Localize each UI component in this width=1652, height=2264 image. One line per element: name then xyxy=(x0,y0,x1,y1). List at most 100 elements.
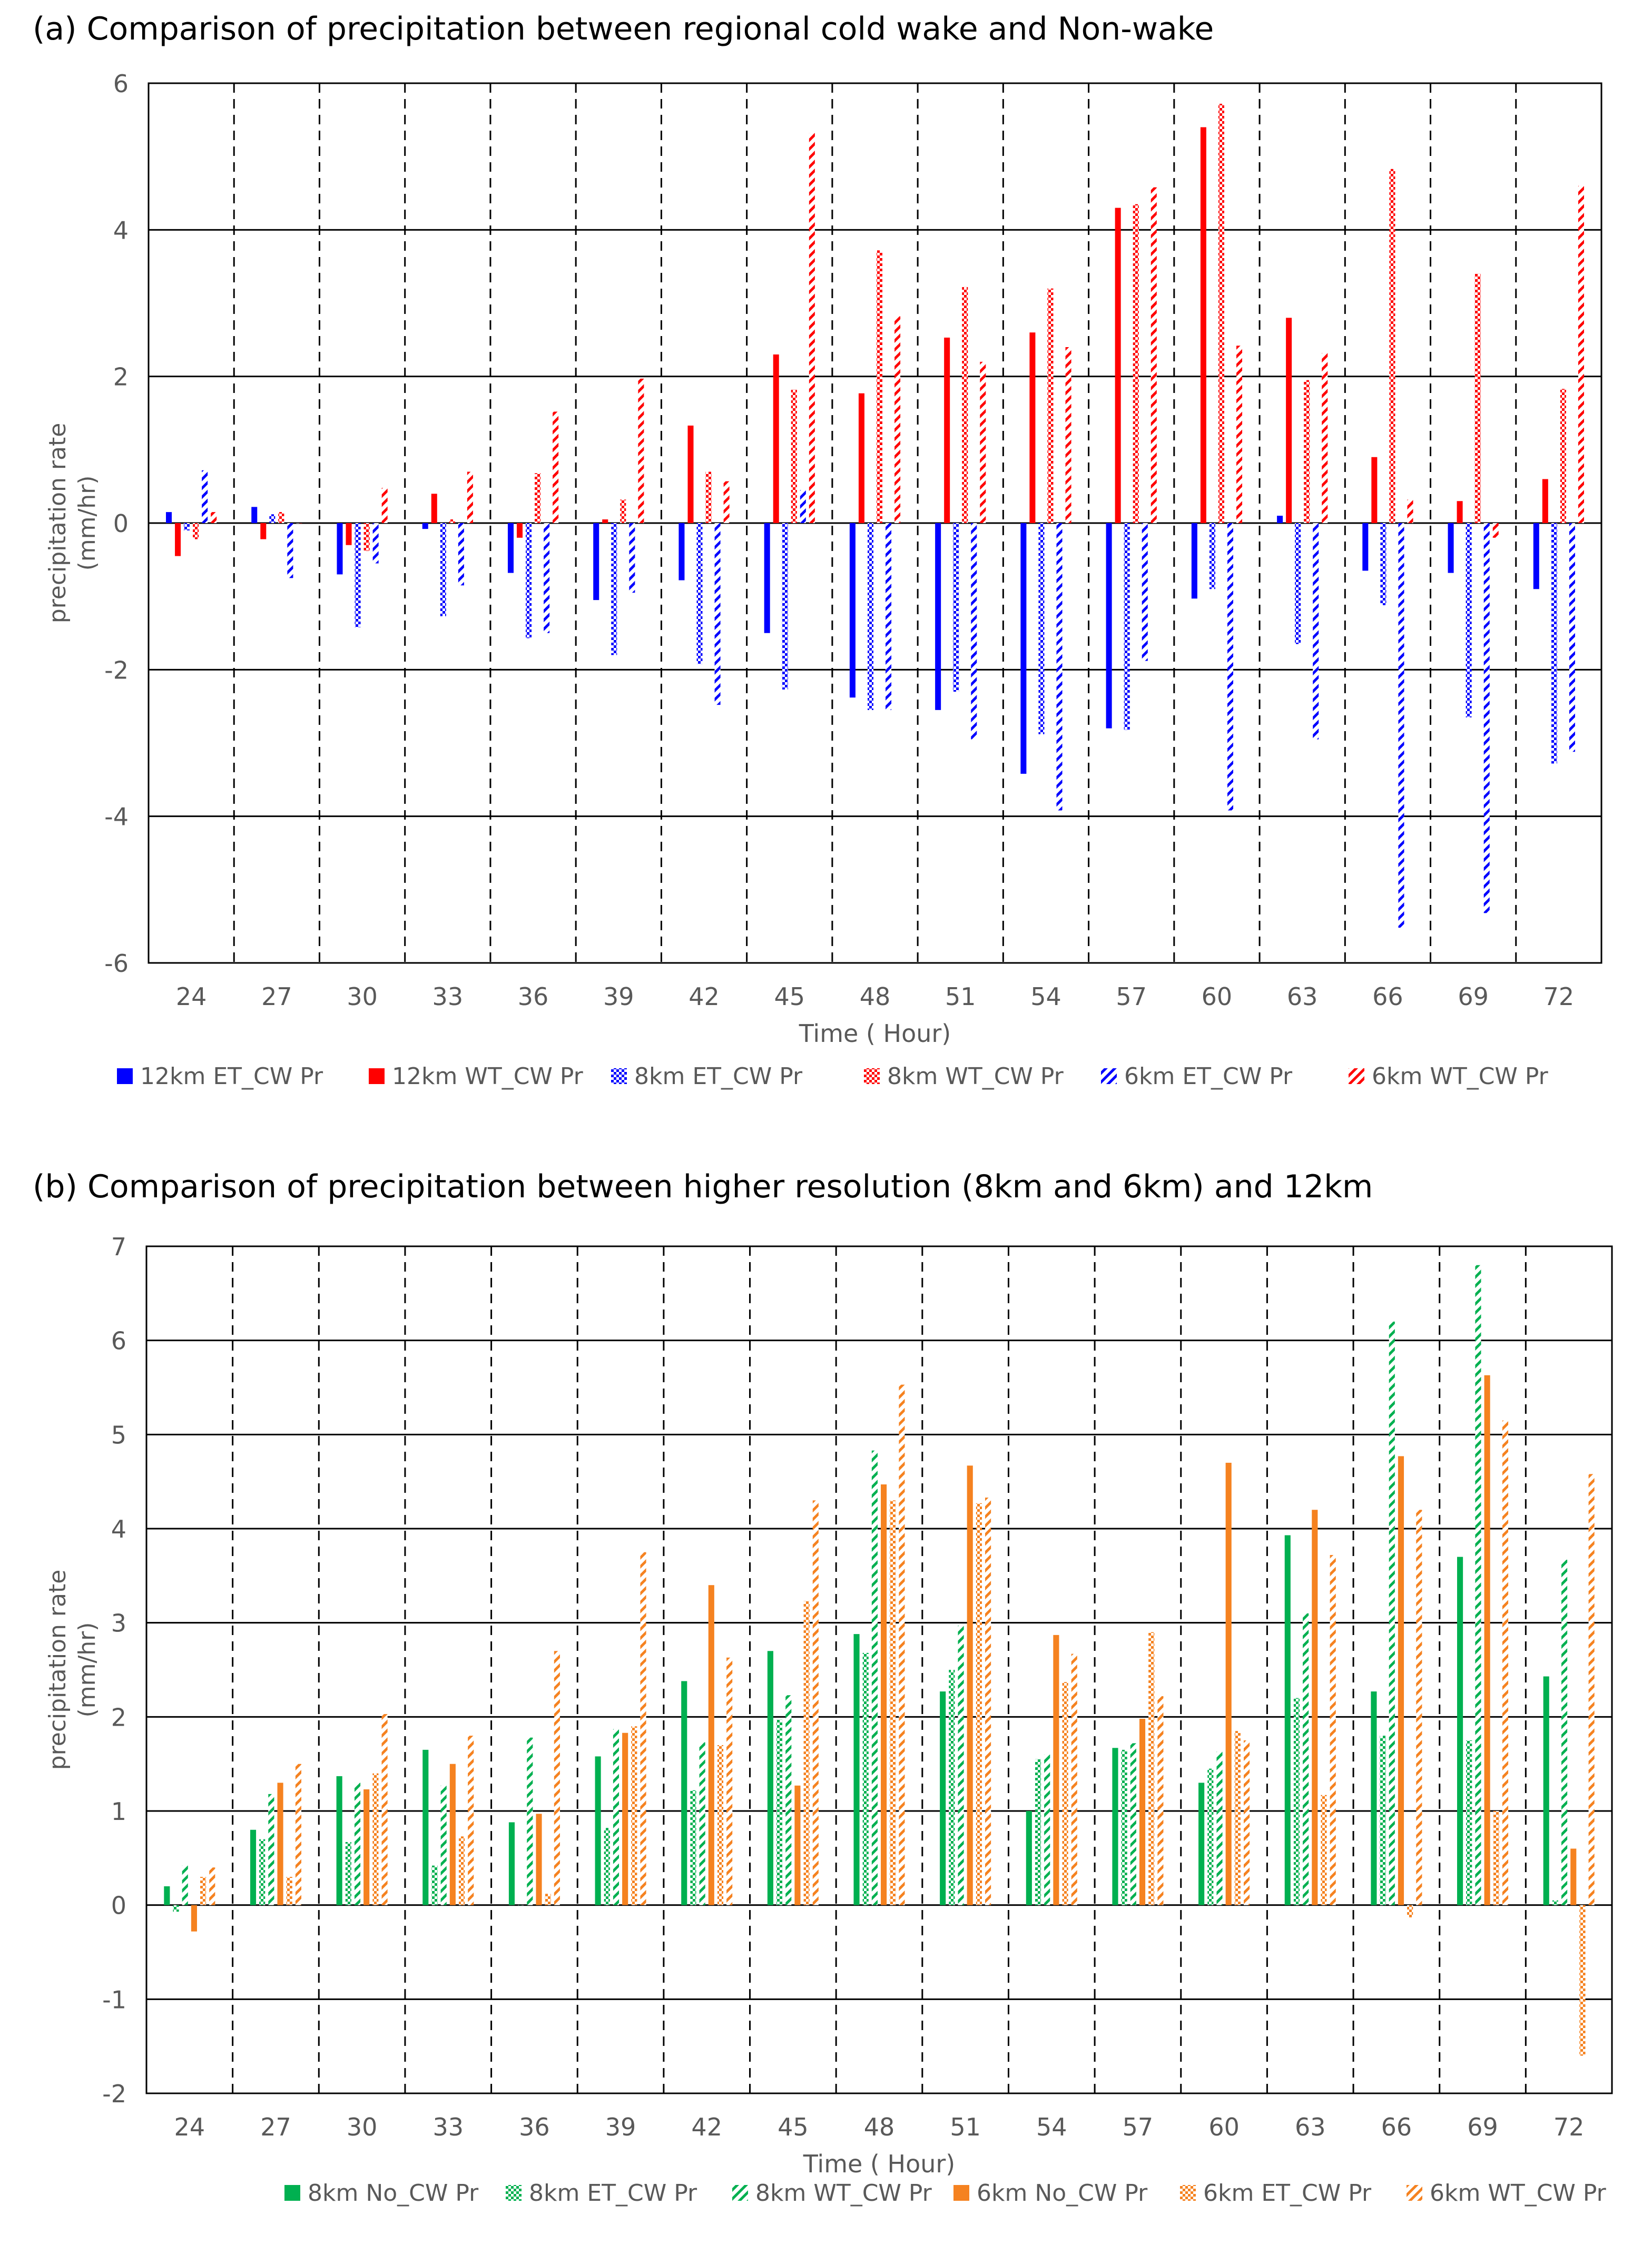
bar-8km-et-cw-pr-69 xyxy=(1466,1740,1472,1905)
x-tick-label: 63 xyxy=(1295,2113,1326,2141)
bar-8km-et-cw-pr-24 xyxy=(184,523,190,530)
x-tick-label: 54 xyxy=(1030,982,1061,1011)
y-tick-label: -4 xyxy=(104,803,129,831)
bar-12km-wt-cw-pr-30 xyxy=(346,523,352,545)
bar-12km-wt-cw-pr-39 xyxy=(602,519,608,523)
x-tick-label: 72 xyxy=(1553,2113,1585,2141)
y-tick-label: 2 xyxy=(111,1703,126,1731)
bar-6km-et-cw-pr-39 xyxy=(629,523,635,593)
bar-8km-no-cw-pr-57 xyxy=(1112,1748,1118,1905)
x-tick-label: 30 xyxy=(347,2113,378,2141)
bar-8km-et-cw-pr-60 xyxy=(1207,1768,1214,1905)
bar-6km-no-cw-pr-48 xyxy=(881,1484,887,1905)
bar-8km-wt-cw-pr-24 xyxy=(193,523,199,539)
legend-swatch-12km-wt-cw-pr xyxy=(369,1068,385,1084)
bar-6km-no-cw-pr-60 xyxy=(1225,1462,1232,1905)
bar-6km-wt-cw-pr-39 xyxy=(638,378,644,523)
chart-title-a: (a) Comparison of precipitation between … xyxy=(33,11,1214,47)
bar-12km-et-cw-pr-39 xyxy=(593,523,599,601)
bar-6km-wt-cw-pr-63 xyxy=(1322,353,1328,523)
bar-8km-wt-cw-pr-30 xyxy=(354,1783,361,1905)
bar-6km-no-cw-pr-69 xyxy=(1484,1375,1490,1905)
bar-8km-wt-cw-pr-42 xyxy=(699,1742,705,1905)
chart-title-b: (b) Comparison of precipitation between … xyxy=(33,1168,1373,1205)
bar-8km-wt-cw-pr-39 xyxy=(613,1729,620,1905)
y-tick-label: 4 xyxy=(113,216,129,244)
bar-6km-et-cw-pr-54 xyxy=(1056,523,1063,811)
bar-6km-wt-cw-pr-48 xyxy=(899,1384,905,1905)
bar-8km-et-cw-pr-48 xyxy=(862,1652,869,1905)
legend-label-8km-et-cw-pr: 8km ET_CW Pr xyxy=(529,2180,697,2207)
bar-6km-wt-cw-pr-63 xyxy=(1330,1555,1336,1905)
legend-swatch-6km-et-cw-pr xyxy=(1101,1068,1117,1084)
bar-8km-no-cw-pr-24 xyxy=(164,1886,170,1905)
bar-8km-et-cw-pr-60 xyxy=(1209,523,1215,589)
bar-6km-et-cw-pr-30 xyxy=(372,1773,379,1905)
bar-6km-wt-cw-pr-33 xyxy=(468,1736,474,1905)
bar-6km-wt-cw-pr-24 xyxy=(211,512,217,523)
x-tick-label: 36 xyxy=(518,982,549,1011)
bar-8km-wt-cw-pr-66 xyxy=(1389,169,1395,523)
bar-8km-no-cw-pr-48 xyxy=(853,1634,860,1905)
bar-6km-et-cw-pr-24 xyxy=(202,470,208,523)
y-tick-label: -2 xyxy=(102,2080,126,2108)
legend-label-6km-wt-cw-pr: 6km WT_CW Pr xyxy=(1430,2180,1607,2207)
y-tick-label: -1 xyxy=(102,1985,126,2014)
x-tick-label: 48 xyxy=(864,2113,895,2141)
bar-6km-et-cw-pr-45 xyxy=(800,490,806,523)
bar-6km-et-cw-pr-36 xyxy=(545,1894,551,1905)
bar-12km-et-cw-pr-66 xyxy=(1362,523,1369,571)
x-tick-label: 57 xyxy=(1116,982,1147,1011)
bar-6km-et-cw-pr-48 xyxy=(886,523,892,710)
bar-6km-wt-cw-pr-42 xyxy=(726,1657,733,1905)
bar-8km-no-cw-pr-45 xyxy=(767,1651,773,1905)
bar-6km-et-cw-pr-57 xyxy=(1142,523,1148,661)
bar-8km-et-cw-pr-69 xyxy=(1466,523,1472,717)
bar-12km-wt-cw-pr-60 xyxy=(1200,127,1206,523)
bar-6km-et-cw-pr-48 xyxy=(890,1500,896,1905)
y-tick-label: 7 xyxy=(111,1233,126,1261)
x-tick-label: 57 xyxy=(1123,2113,1154,2141)
bar-6km-no-cw-pr-72 xyxy=(1570,1848,1577,1905)
bar-12km-et-cw-pr-45 xyxy=(764,523,770,633)
x-tick-label: 36 xyxy=(519,2113,550,2141)
bar-8km-no-cw-pr-66 xyxy=(1371,1691,1377,1905)
bar-12km-wt-cw-pr-72 xyxy=(1542,479,1548,523)
legend-swatch-6km-wt-cw-pr xyxy=(1407,2185,1422,2201)
bar-8km-no-cw-pr-30 xyxy=(336,1776,342,1905)
plot-frame xyxy=(148,82,1602,964)
x-tick-label: 60 xyxy=(1202,982,1233,1011)
bar-6km-wt-cw-pr-30 xyxy=(381,1714,388,1905)
x-tick-label: 66 xyxy=(1372,982,1403,1011)
bar-6km-et-cw-pr-54 xyxy=(1062,1682,1068,1905)
legend-swatch-6km-et-cw-pr xyxy=(1180,2185,1196,2201)
y-tick-label: 5 xyxy=(111,1421,126,1449)
bar-8km-et-cw-pr-27 xyxy=(269,514,276,523)
bar-8km-wt-cw-pr-63 xyxy=(1304,380,1310,523)
bar-6km-no-cw-pr-57 xyxy=(1139,1718,1146,1905)
legend-swatch-8km-et-cw-pr xyxy=(611,1068,627,1084)
bar-8km-et-cw-pr-57 xyxy=(1124,523,1130,730)
bar-8km-et-cw-pr-48 xyxy=(867,523,873,710)
bar-8km-wt-cw-pr-60 xyxy=(1216,1751,1223,1905)
x-tick-label: 27 xyxy=(261,982,292,1011)
bar-8km-et-cw-pr-66 xyxy=(1380,523,1386,605)
bar-6km-wt-cw-pr-51 xyxy=(980,361,986,523)
bar-12km-wt-cw-pr-45 xyxy=(773,354,779,523)
legend-label-6km-no-cw-pr: 6km No_CW Pr xyxy=(977,2180,1148,2207)
x-tick-label: 54 xyxy=(1036,2113,1067,2141)
x-tick-label: 66 xyxy=(1381,2113,1412,2141)
bar-8km-et-cw-pr-66 xyxy=(1380,1736,1386,1905)
legend-swatch-12km-et-cw-pr xyxy=(117,1068,133,1084)
bar-8km-wt-cw-pr-51 xyxy=(958,1626,964,1905)
bar-8km-et-cw-pr-27 xyxy=(259,1839,266,1905)
bar-6km-et-cw-pr-66 xyxy=(1398,523,1404,928)
bar-8km-wt-cw-pr-30 xyxy=(363,523,370,551)
bar-6km-no-cw-pr-63 xyxy=(1312,1510,1318,1905)
bar-8km-et-cw-pr-30 xyxy=(345,1842,351,1905)
bar-8km-wt-cw-pr-54 xyxy=(1044,1754,1050,1905)
bar-6km-wt-cw-pr-45 xyxy=(812,1500,819,1905)
bar-6km-et-cw-pr-51 xyxy=(976,1503,982,1905)
bar-12km-wt-cw-pr-51 xyxy=(944,337,950,523)
bar-12km-wt-cw-pr-63 xyxy=(1286,318,1292,523)
